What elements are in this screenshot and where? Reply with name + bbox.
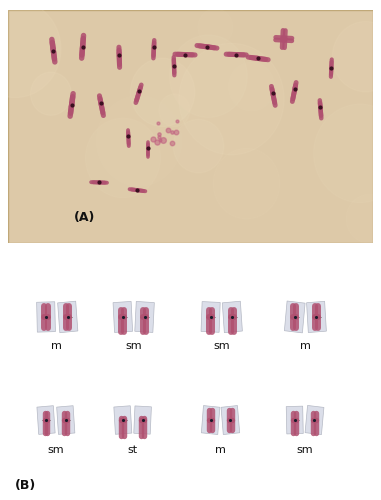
Circle shape	[213, 148, 280, 219]
Circle shape	[30, 72, 71, 116]
Polygon shape	[307, 302, 327, 332]
Text: sm: sm	[125, 341, 142, 351]
Text: m: m	[51, 341, 62, 351]
Polygon shape	[57, 406, 75, 434]
Polygon shape	[284, 301, 305, 333]
Circle shape	[159, 94, 190, 126]
Circle shape	[346, 194, 381, 243]
Polygon shape	[201, 302, 220, 332]
Circle shape	[198, 9, 233, 46]
Circle shape	[173, 120, 224, 173]
Polygon shape	[135, 302, 154, 332]
Polygon shape	[37, 302, 55, 332]
Circle shape	[314, 104, 381, 202]
Circle shape	[179, 44, 284, 155]
Circle shape	[85, 118, 160, 198]
Text: sm: sm	[296, 445, 313, 455]
Polygon shape	[305, 406, 324, 434]
Polygon shape	[221, 406, 240, 434]
Polygon shape	[202, 406, 220, 434]
Polygon shape	[222, 301, 242, 332]
Circle shape	[332, 22, 381, 92]
Text: st: st	[128, 445, 138, 455]
Polygon shape	[286, 406, 303, 434]
Text: sm: sm	[48, 445, 64, 455]
Polygon shape	[114, 406, 132, 434]
Circle shape	[96, 96, 182, 186]
Circle shape	[170, 35, 247, 117]
Text: m: m	[300, 341, 311, 351]
Polygon shape	[37, 406, 55, 434]
Text: m: m	[215, 445, 226, 455]
Text: (A): (A)	[74, 211, 95, 224]
Polygon shape	[134, 406, 151, 434]
Circle shape	[0, 0, 61, 98]
Circle shape	[228, 62, 275, 111]
FancyBboxPatch shape	[8, 10, 373, 242]
Text: sm: sm	[213, 341, 230, 351]
Polygon shape	[58, 301, 78, 332]
Polygon shape	[113, 302, 133, 332]
Circle shape	[130, 58, 195, 126]
Text: (B): (B)	[15, 480, 36, 492]
